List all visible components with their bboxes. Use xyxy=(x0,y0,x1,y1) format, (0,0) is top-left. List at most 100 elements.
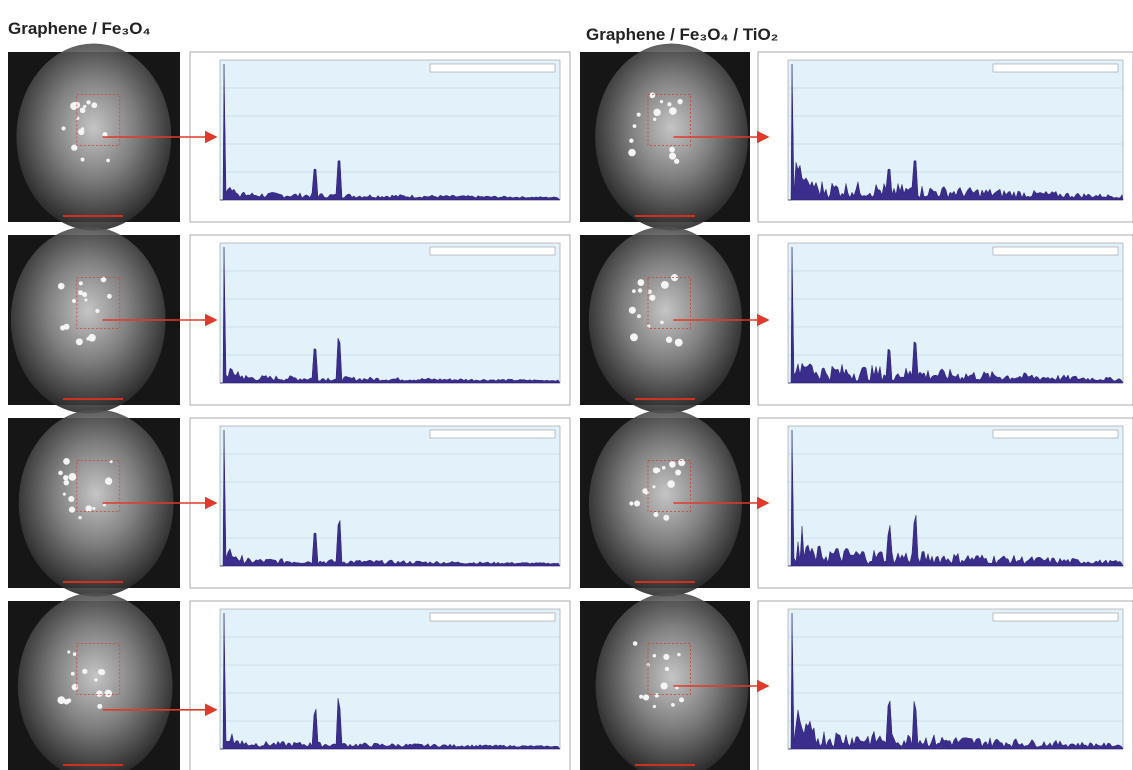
bright-spot xyxy=(678,459,686,467)
selection-box xyxy=(76,460,121,512)
bright-spot xyxy=(99,669,106,676)
bright-spot xyxy=(71,144,78,151)
bright-spot xyxy=(669,152,677,160)
bright-spot xyxy=(75,338,83,346)
bright-spot xyxy=(78,290,83,296)
bright-spot xyxy=(68,506,76,513)
plot-area xyxy=(787,425,1124,567)
spectrum xyxy=(788,63,1124,201)
bright-spot xyxy=(653,108,661,117)
bright-spot xyxy=(642,694,650,701)
bright-spot xyxy=(639,694,644,699)
bright-spot xyxy=(102,132,108,138)
legend-box xyxy=(992,63,1119,73)
bright-spot xyxy=(632,289,636,294)
bright-spot xyxy=(669,146,675,153)
bright-spot xyxy=(83,104,87,109)
selection-box xyxy=(647,460,691,512)
bright-spot xyxy=(673,158,680,164)
selection-box xyxy=(76,277,121,329)
plot-area xyxy=(787,242,1124,384)
bright-spot xyxy=(66,698,72,703)
bright-spot xyxy=(629,138,634,143)
bright-spot xyxy=(671,274,679,282)
spectrum xyxy=(788,612,1124,750)
bright-spot xyxy=(71,298,77,304)
bright-spot xyxy=(652,654,657,658)
bright-spot xyxy=(679,697,685,703)
bright-spot xyxy=(78,281,83,286)
bright-spot xyxy=(652,485,656,489)
particle-region xyxy=(18,409,174,597)
bright-spot xyxy=(669,461,676,468)
selection-box xyxy=(76,94,121,146)
bright-spot xyxy=(63,458,70,465)
plot-area xyxy=(787,608,1124,750)
bright-spot xyxy=(63,323,70,330)
plot-area xyxy=(219,425,561,567)
bright-spot xyxy=(71,683,79,691)
bright-spot xyxy=(91,102,98,109)
bright-spot xyxy=(57,696,66,705)
bright-spot xyxy=(82,668,88,675)
bright-spot xyxy=(68,472,77,481)
particle-region xyxy=(588,226,742,414)
bright-spot xyxy=(649,294,656,301)
bright-spot xyxy=(653,512,659,518)
plot-area xyxy=(787,59,1124,201)
spectrum xyxy=(788,429,1124,567)
bright-spot xyxy=(647,324,651,328)
spectrum xyxy=(220,429,561,567)
legend-box xyxy=(429,429,556,439)
spectrum xyxy=(220,246,561,384)
bright-spot xyxy=(628,306,636,314)
bright-spot xyxy=(88,333,96,342)
bright-spot xyxy=(667,102,672,107)
bright-spot xyxy=(637,288,643,293)
plot-area xyxy=(219,608,561,750)
bright-spot xyxy=(86,100,91,105)
column-title: Graphene / Fe₃O₄ xyxy=(8,19,151,38)
particle-region xyxy=(588,409,742,597)
bright-spot xyxy=(62,492,66,496)
bright-spot xyxy=(78,515,82,520)
bright-spot xyxy=(665,336,673,343)
bright-spot xyxy=(82,292,88,298)
bright-spot xyxy=(671,703,675,707)
bright-spot xyxy=(677,98,683,105)
bright-spot xyxy=(654,693,660,698)
column-title: Graphene / Fe₃O₄ / TiO₂ xyxy=(586,25,778,44)
bright-spot xyxy=(96,690,103,697)
legend-box xyxy=(429,63,556,73)
bright-spot xyxy=(57,282,65,290)
bright-spot xyxy=(79,107,86,114)
bright-spot xyxy=(630,333,638,342)
bright-spot xyxy=(667,480,675,488)
bright-spot xyxy=(104,477,113,485)
bright-spot xyxy=(63,479,70,486)
bright-spot xyxy=(660,320,664,325)
bright-spot xyxy=(80,157,85,162)
bright-spot xyxy=(663,514,670,521)
bright-spot xyxy=(70,671,75,676)
bright-spot xyxy=(636,112,641,117)
bright-spot xyxy=(663,653,670,661)
plot-area xyxy=(219,59,561,201)
legend-box xyxy=(429,246,556,256)
bright-spot xyxy=(634,500,641,507)
bright-spot xyxy=(102,503,106,507)
bright-spot xyxy=(97,703,103,709)
bright-spot xyxy=(92,506,96,510)
bright-spot xyxy=(61,126,66,131)
bright-spot xyxy=(647,289,652,294)
legend-box xyxy=(992,246,1119,256)
plot-area xyxy=(219,242,561,384)
bright-spot xyxy=(652,467,660,474)
bright-spot xyxy=(67,650,71,654)
bright-spot xyxy=(632,124,637,129)
bright-spot xyxy=(95,308,100,314)
bright-spot xyxy=(106,158,110,163)
particle-region xyxy=(10,226,166,414)
